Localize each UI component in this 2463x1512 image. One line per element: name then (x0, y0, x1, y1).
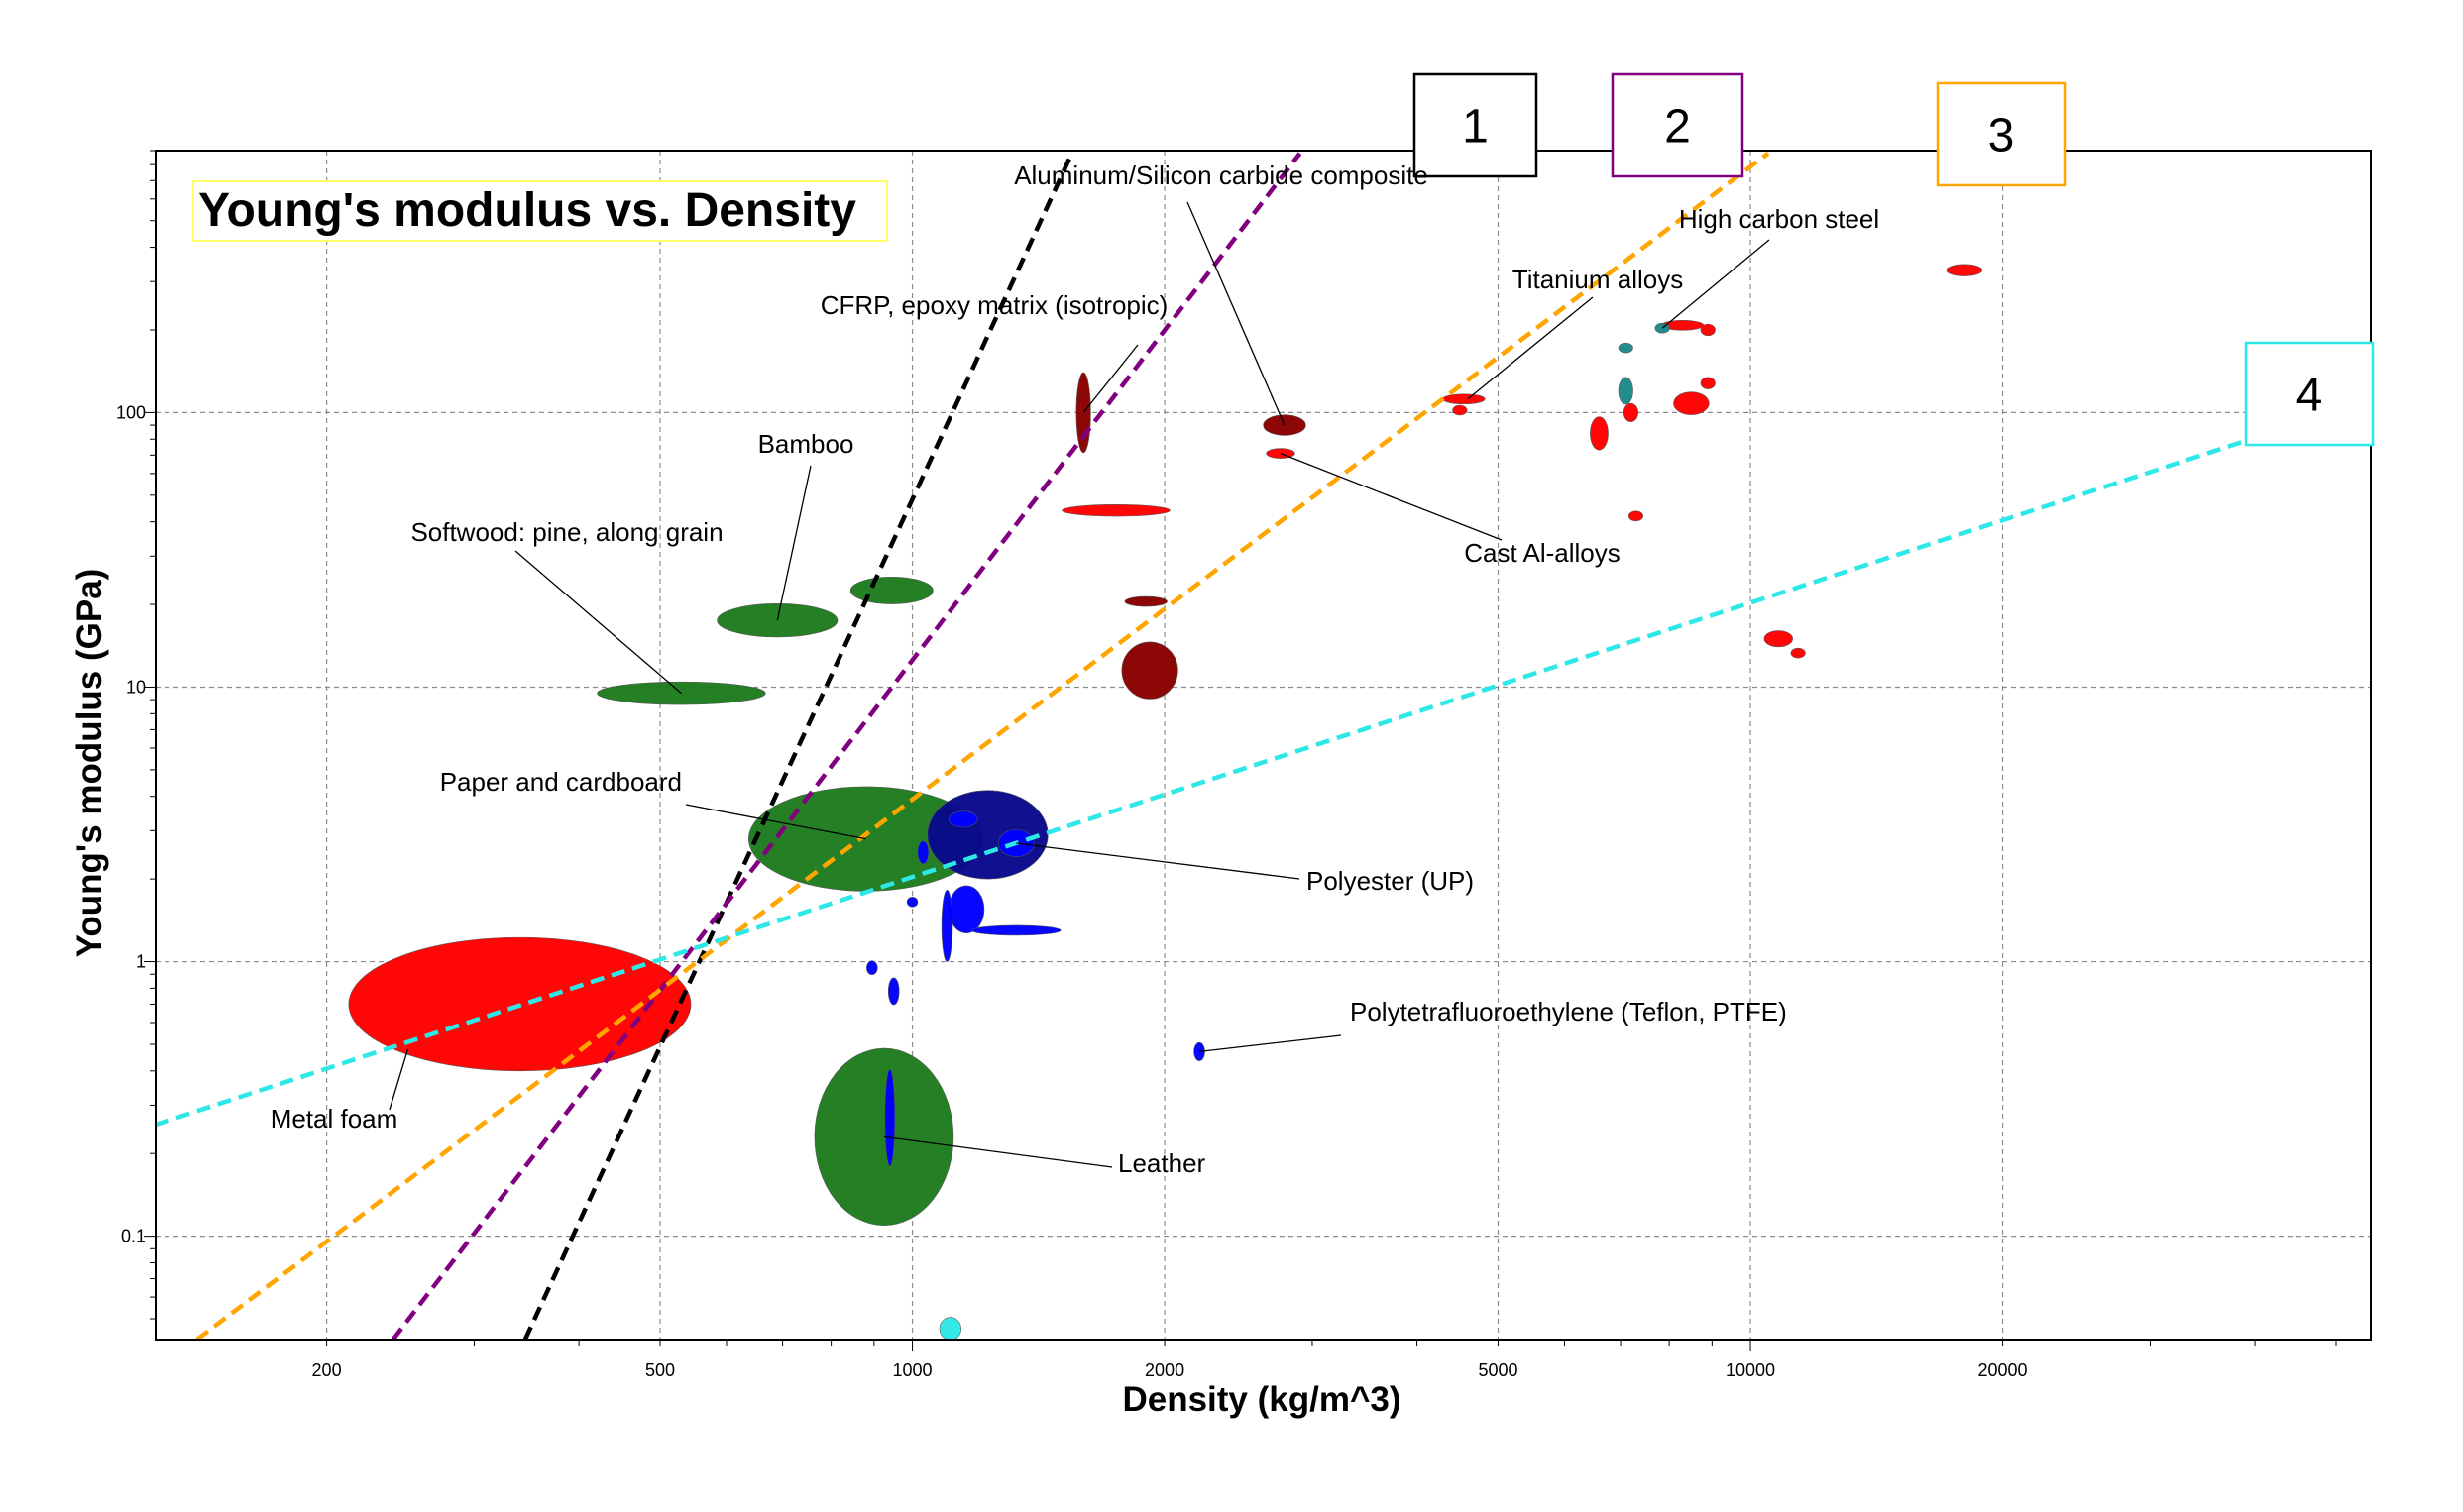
annotation-leader (1280, 453, 1503, 541)
plot-area (156, 151, 2371, 1340)
guide-lines (156, 151, 2274, 1340)
annotation-leader (514, 550, 682, 695)
y-tick-label: 0.1 (121, 1227, 146, 1246)
annotation-leader (1661, 239, 1770, 329)
material-bubble (1763, 630, 1793, 648)
guide-line-label: 3 (1988, 110, 2015, 162)
material-annotations: Aluminum/Silicon carbide composite High c… (271, 161, 1879, 1178)
y-tick-label: 1 (136, 952, 146, 972)
material-bubble (849, 576, 934, 604)
material-bubble (1452, 404, 1468, 416)
x-axis-ticks: 200 500 1000 2000 5000 10000 20000 (312, 1340, 2337, 1380)
material-annotation: Cast Al-alloys (1464, 538, 1621, 568)
material-annotation: High carbon steel (1679, 204, 1879, 234)
guide-line-label: 4 (2296, 370, 2323, 422)
guide-line-label-box (2244, 341, 2375, 447)
annotation-leader (685, 804, 866, 840)
y-axis-title: Young's modulus (GPa) (70, 569, 109, 958)
material-bubble (906, 896, 919, 908)
annotation-leader-lines (389, 201, 1770, 1168)
x-tick-label: 200 (312, 1360, 342, 1380)
material-bubble (1673, 391, 1710, 415)
material-bubbles (348, 264, 1983, 1340)
annotation-leader (883, 1135, 1113, 1168)
guide-line-label-box (1412, 72, 1538, 178)
chart-title: Young's modulus vs. Density (198, 184, 856, 237)
annotation-leader (776, 465, 812, 621)
material-bubble (1618, 377, 1633, 405)
guide-line-label: 2 (1664, 101, 1691, 154)
material-bubble (1590, 416, 1609, 451)
material-bubble (939, 1317, 962, 1340)
y-tick-label: 10 (126, 677, 146, 697)
material-annotation: Softwood: pine, along grain (410, 517, 723, 547)
guide-line-labels: 1 2 3 4 (1412, 72, 2375, 447)
guide-line-label-box (1611, 72, 1744, 178)
y-axis-ticks: 0.1 1 10 100 (116, 150, 156, 1320)
material-bubble (814, 1047, 954, 1226)
material-bubble (1700, 323, 1716, 337)
annotation-leader (1198, 1034, 1342, 1053)
material-bubble (1790, 647, 1806, 659)
guide-line (156, 429, 2274, 1128)
material-bubble (941, 890, 953, 962)
annotation-leader (1016, 842, 1300, 880)
material-bubble (866, 960, 878, 976)
material-bubble (1062, 504, 1171, 517)
material-bubble (1121, 641, 1178, 700)
material-annotation: Aluminum/Silicon carbide composite (1014, 161, 1428, 190)
x-tick-label: 1000 (893, 1360, 933, 1380)
x-tick-label: 20000 (1978, 1360, 2028, 1380)
guide-line-label: 1 (1462, 101, 1489, 154)
x-tick-label: 500 (645, 1360, 675, 1380)
x-tick-label: 2000 (1145, 1360, 1184, 1380)
material-annotation: Bamboo (758, 429, 854, 459)
material-bubble (1700, 377, 1716, 389)
material-bubble (1124, 595, 1168, 607)
chart-title-box (192, 180, 888, 242)
material-bubble (971, 924, 1062, 936)
annotation-leader (389, 1048, 409, 1111)
annotation-leader (1082, 344, 1139, 413)
material-bubble (948, 885, 985, 934)
y-tick-label: 100 (116, 402, 146, 422)
material-bubble (884, 1069, 896, 1167)
guide-line (195, 151, 1770, 1340)
material-bubble (1442, 393, 1486, 405)
material-annotation: Titanium alloys (1512, 265, 1683, 294)
material-annotation: Metal foam (271, 1104, 398, 1134)
material-annotation: CFRP, epoxy matrix (isotropic) (821, 290, 1169, 320)
material-bubble (917, 840, 930, 865)
guide-line (391, 152, 1302, 1340)
material-bubble (949, 810, 978, 828)
material-annotation: Polyester (UP) (1306, 866, 1474, 896)
material-bubble (887, 977, 900, 1006)
material-annotation: Leather (1118, 1148, 1206, 1178)
material-bubble (1623, 402, 1638, 422)
material-bubble (1627, 510, 1644, 522)
material-annotation: Polytetrafluoroethylene (Teflon, PTFE) (1350, 997, 1787, 1026)
x-tick-label: 5000 (1478, 1360, 1517, 1380)
material-bubble (1618, 342, 1633, 354)
x-axis-title: Density (kg/m^3) (1122, 1380, 1400, 1419)
x-tick-label: 10000 (1726, 1360, 1775, 1380)
plot-frame (155, 150, 2372, 1341)
material-bubble (1946, 264, 1983, 276)
material-annotation: Paper and cardboard (440, 767, 682, 797)
annotation-leader (1186, 201, 1286, 426)
annotation-leader (1467, 296, 1594, 400)
guide-line-label-box (1936, 81, 2067, 187)
